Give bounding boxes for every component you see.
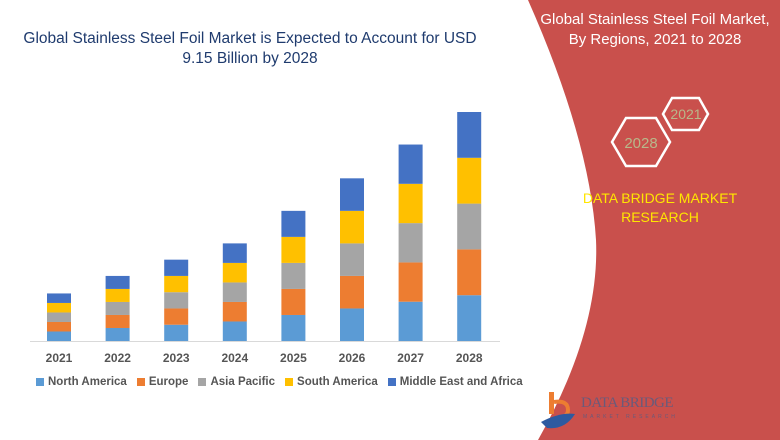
bar-segment-2022-1 <box>105 314 130 328</box>
bar-segment-2024-3 <box>222 262 247 283</box>
bar-segment-2027-1 <box>398 262 423 302</box>
hexagon-2021 <box>661 96 710 132</box>
legend-swatch <box>387 378 396 386</box>
bar-segment-2024-2 <box>222 282 247 302</box>
legend-swatch <box>198 378 207 386</box>
x-tick-label: 2024 <box>221 351 248 365</box>
legend-item: Middle East and Africa <box>387 376 523 388</box>
stacked-bar-chart: 2021 2022 2023 2024 2025 2026 2027 2028 <box>30 112 500 365</box>
legend-label: North America <box>48 376 127 388</box>
bar-segment-2028-1 <box>457 249 482 296</box>
x-tick-label: 2027 <box>397 351 424 365</box>
bar-segment-2024-4 <box>222 243 247 263</box>
bar-segment-2024-1 <box>222 301 247 322</box>
logo-subtext: MARKET RESEARCH <box>583 414 678 420</box>
bar-segment-2022-0 <box>105 327 130 341</box>
bar-segment-2025-1 <box>281 288 306 315</box>
bar-segment-2027-3 <box>398 183 423 224</box>
bar-segment-2026-1 <box>340 275 364 309</box>
bar-segment-2025-4 <box>281 210 306 237</box>
legend-swatch <box>136 378 145 386</box>
x-tick-label: 2025 <box>280 351 307 365</box>
legend-item: South America <box>285 376 378 388</box>
legend-label: Asia Pacific <box>210 376 276 388</box>
legend: North America Europe Asia Pacific South Ame… <box>36 376 523 388</box>
brand-name: DATA BRIDGE MARKET RESEARCH <box>575 189 745 227</box>
bar-segment-2027-4 <box>398 144 423 184</box>
x-tick-label: 2021 <box>46 351 73 365</box>
bar-segment-2028-3 <box>457 157 482 204</box>
bar-segment-2022-3 <box>105 288 130 302</box>
bar-segment-2025-0 <box>281 314 306 341</box>
brand-line2: RESEARCH <box>621 209 699 225</box>
bar-segment-2028-2 <box>457 203 482 250</box>
hexagon-2028 <box>610 116 672 168</box>
bar-segment-2023-3 <box>164 275 189 293</box>
bar-segment-2021-4 <box>47 293 71 303</box>
legend-item: Europe <box>136 376 189 388</box>
bar-segment-2022-4 <box>105 275 130 289</box>
logo-text: DATA BRIDGE <box>581 395 674 411</box>
x-tick-label: 2026 <box>339 351 366 365</box>
bar-segment-2027-0 <box>398 301 423 341</box>
legend-label: Europe <box>148 376 189 388</box>
bar-segment-2023-1 <box>164 308 189 325</box>
bar-segment-2026-4 <box>340 178 364 211</box>
bar-segment-2021-1 <box>47 321 71 332</box>
legend-item: North America <box>36 376 127 388</box>
bar-segment-2024-0 <box>222 321 247 341</box>
x-tick-label: 2023 <box>163 351 190 365</box>
bar-segment-2021-3 <box>47 302 71 313</box>
chart-title: Global Stainless Steel Foil Market is Ex… <box>23 30 477 67</box>
logo-icon <box>541 392 575 429</box>
bar-segment-2026-3 <box>340 210 364 244</box>
bar-segment-2021-2 <box>47 312 71 322</box>
bar-segment-2028-4 <box>457 112 482 158</box>
legend-label: South America <box>297 376 378 388</box>
bar-segment-2023-4 <box>164 259 189 276</box>
panel-title-line2: By Regions, 2021 to 2028 <box>568 31 742 48</box>
bar-segment-2025-3 <box>281 236 306 263</box>
panel-title-line1: Global Stainless Steel Foil Market, <box>540 11 770 28</box>
hex-2021-label: 2021 <box>670 106 701 122</box>
bar-segment-2026-2 <box>340 243 364 276</box>
bar-segment-2022-2 <box>105 301 130 315</box>
panel-title: Global Stainless Steel Foil Market, By R… <box>530 10 780 50</box>
bar-segment-2023-0 <box>164 324 189 341</box>
legend-item: Asia Pacific <box>198 376 275 388</box>
bar-segment-2028-0 <box>457 295 482 341</box>
bar-segment-2027-2 <box>398 223 423 263</box>
legend-swatch <box>285 378 294 386</box>
bar-segment-2025-2 <box>281 262 306 289</box>
x-tick-label: 2022 <box>104 351 131 365</box>
legend-label: Middle East and Africa <box>399 376 523 388</box>
legend-swatch <box>36 378 44 386</box>
x-tick-label: 2028 <box>456 351 483 365</box>
bar-segment-2026-0 <box>340 308 364 341</box>
hex-2028-label: 2028 <box>624 135 657 152</box>
bar-segment-2023-2 <box>164 292 189 309</box>
red-panel <box>528 0 780 440</box>
brand-line1: DATA BRIDGE MARKET <box>582 190 738 206</box>
bar-segment-2021-0 <box>47 331 71 341</box>
